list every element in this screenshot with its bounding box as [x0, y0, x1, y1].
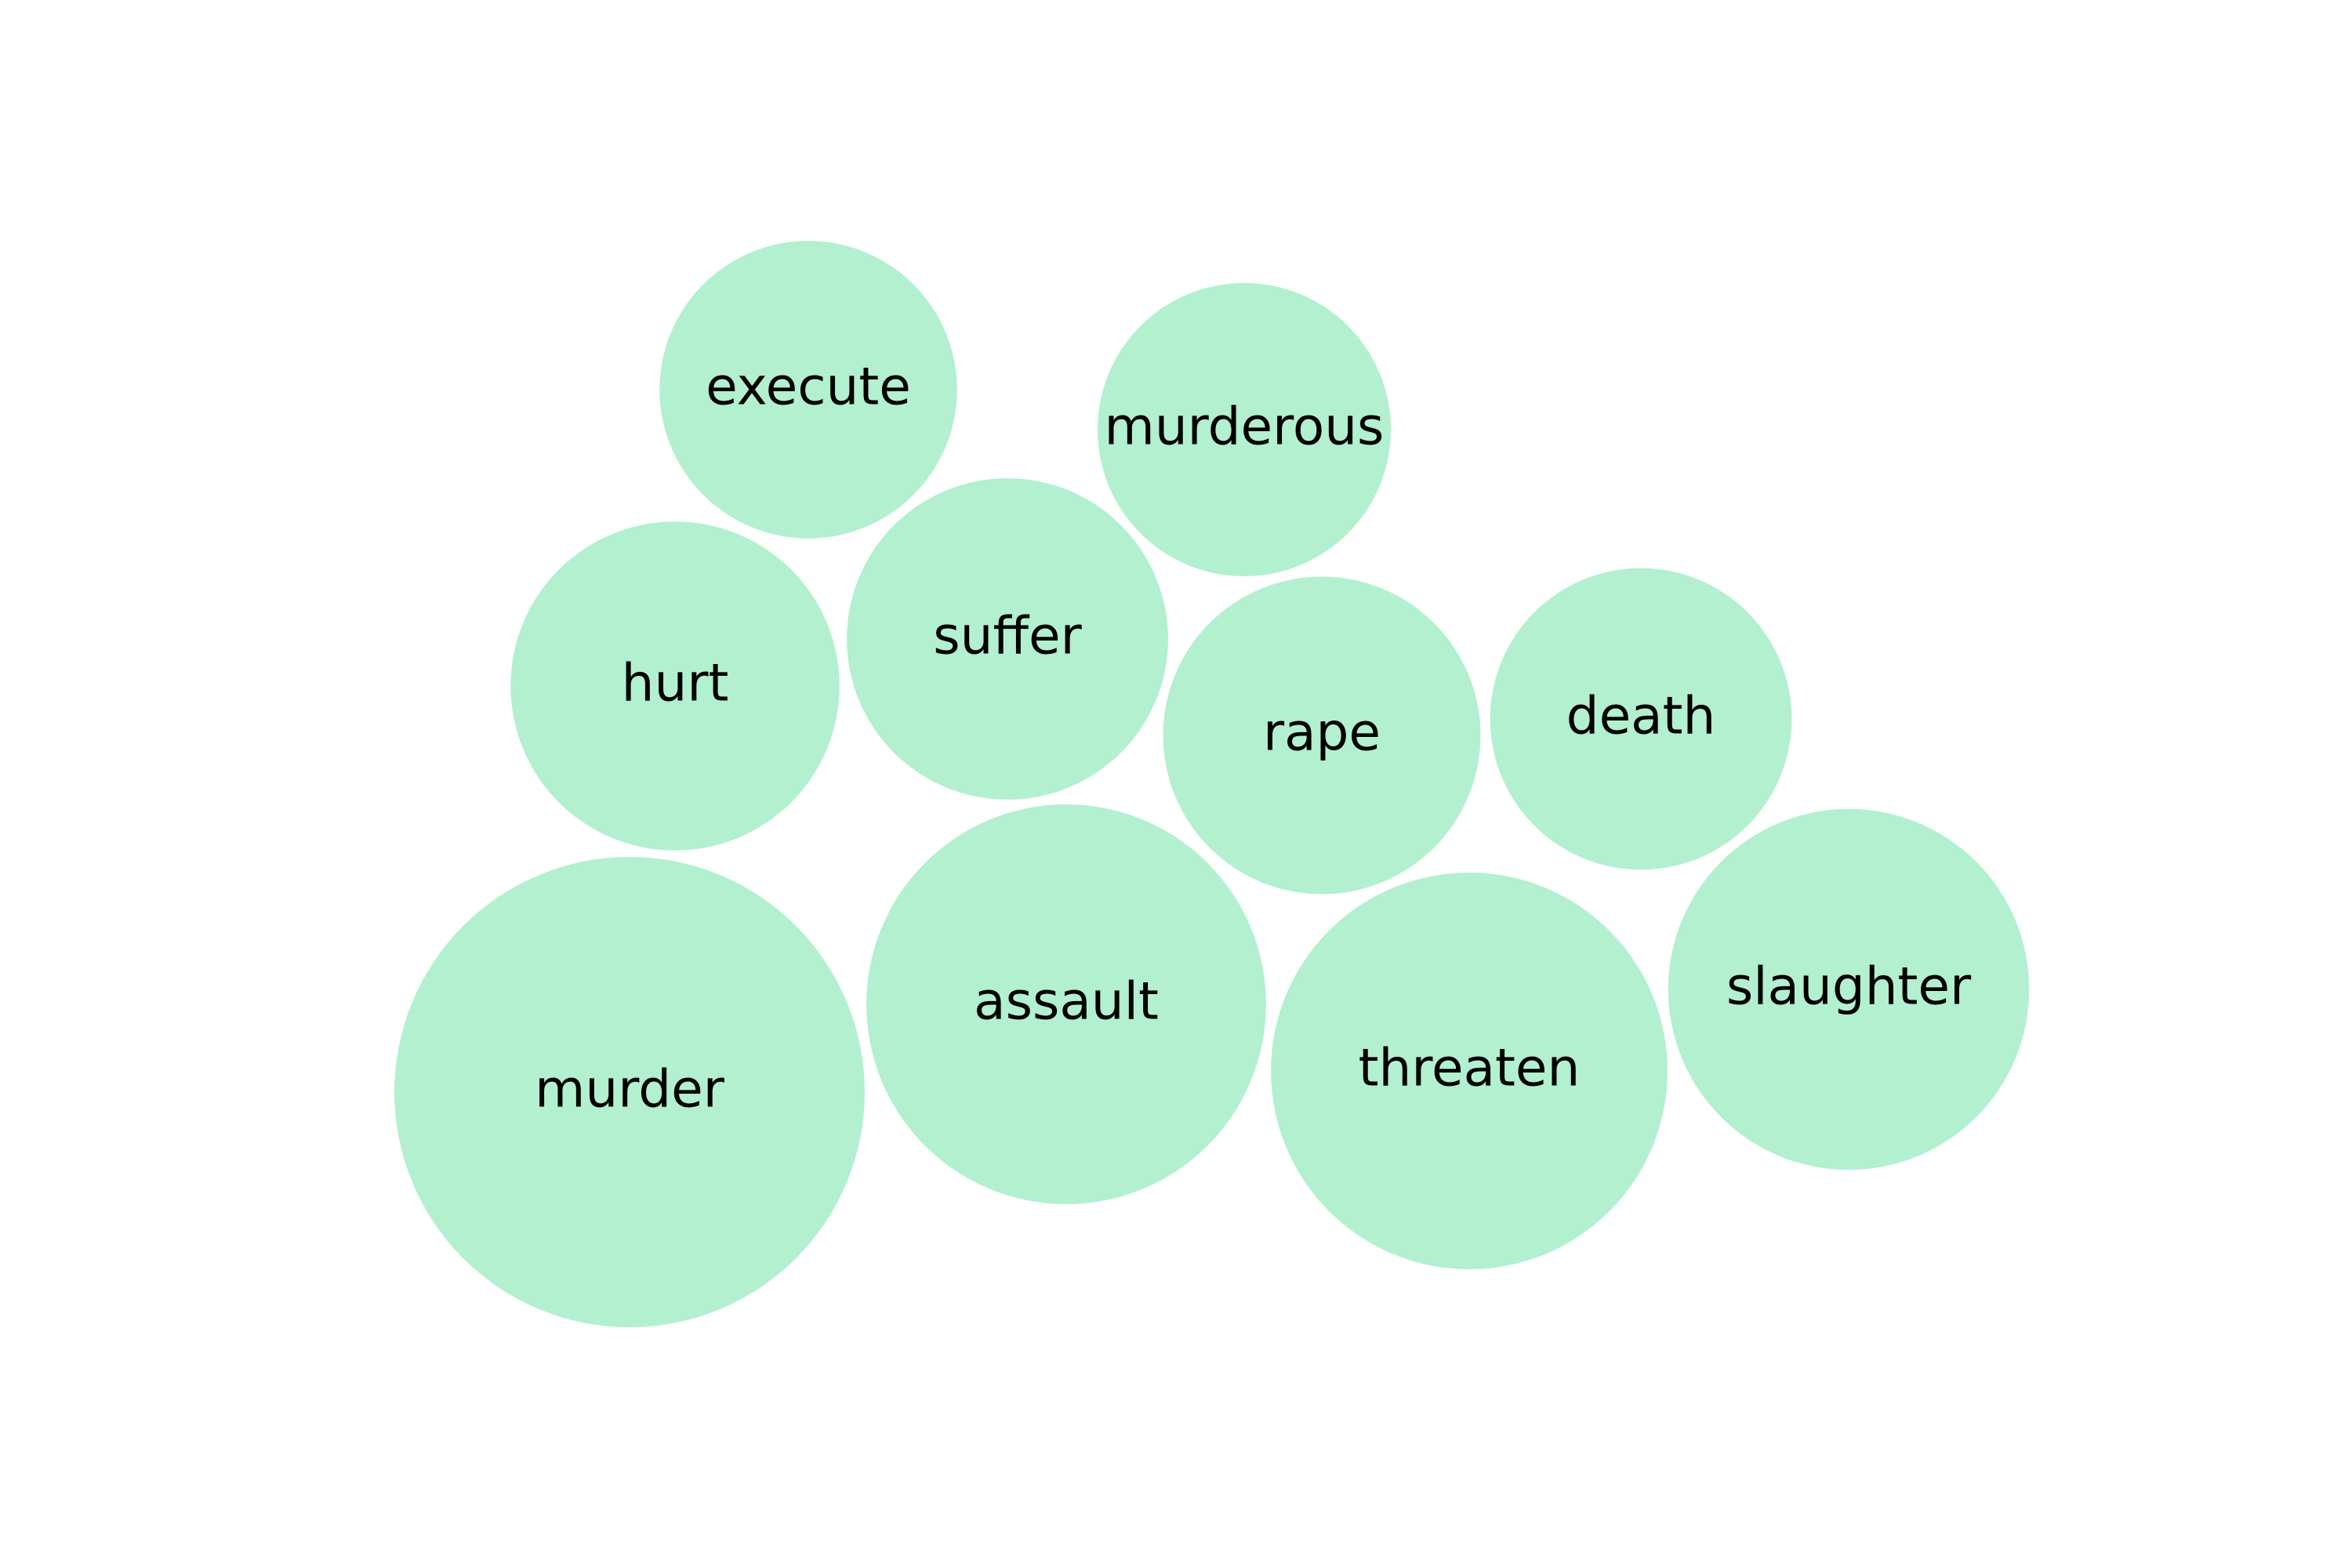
bubble-group: murder assault threaten slaughter hurt suffer… — [394, 241, 2030, 1327]
bubble-label-slaughter: slaughter — [1726, 956, 1972, 1017]
bubble-suffer — [847, 478, 1168, 800]
bubble-assault — [866, 804, 1266, 1204]
bubble-label-death: death — [1566, 686, 1716, 746]
bubble-label-threaten: threaten — [1359, 1038, 1581, 1098]
bubble-rape — [1163, 576, 1481, 895]
bubble-label-rape: rape — [1263, 702, 1381, 763]
bubble-label-execute: execute — [706, 357, 911, 417]
bubble-label-assault: assault — [974, 971, 1159, 1032]
bubble-murder — [394, 857, 865, 1327]
bubble-death — [1490, 568, 1792, 870]
bubble-label-murderous: murderous — [1105, 397, 1385, 457]
bubble-label-hurt: hurt — [622, 653, 729, 713]
bubble-hurt — [510, 521, 840, 851]
bubble-label-murder: murder — [535, 1059, 725, 1120]
bubble-threaten — [1271, 873, 1668, 1269]
bubble-label-suffer: suffer — [933, 606, 1082, 666]
bubble-murderous — [1097, 282, 1392, 577]
bubble-execute — [659, 241, 957, 539]
bubble-slaughter — [1668, 808, 2030, 1171]
